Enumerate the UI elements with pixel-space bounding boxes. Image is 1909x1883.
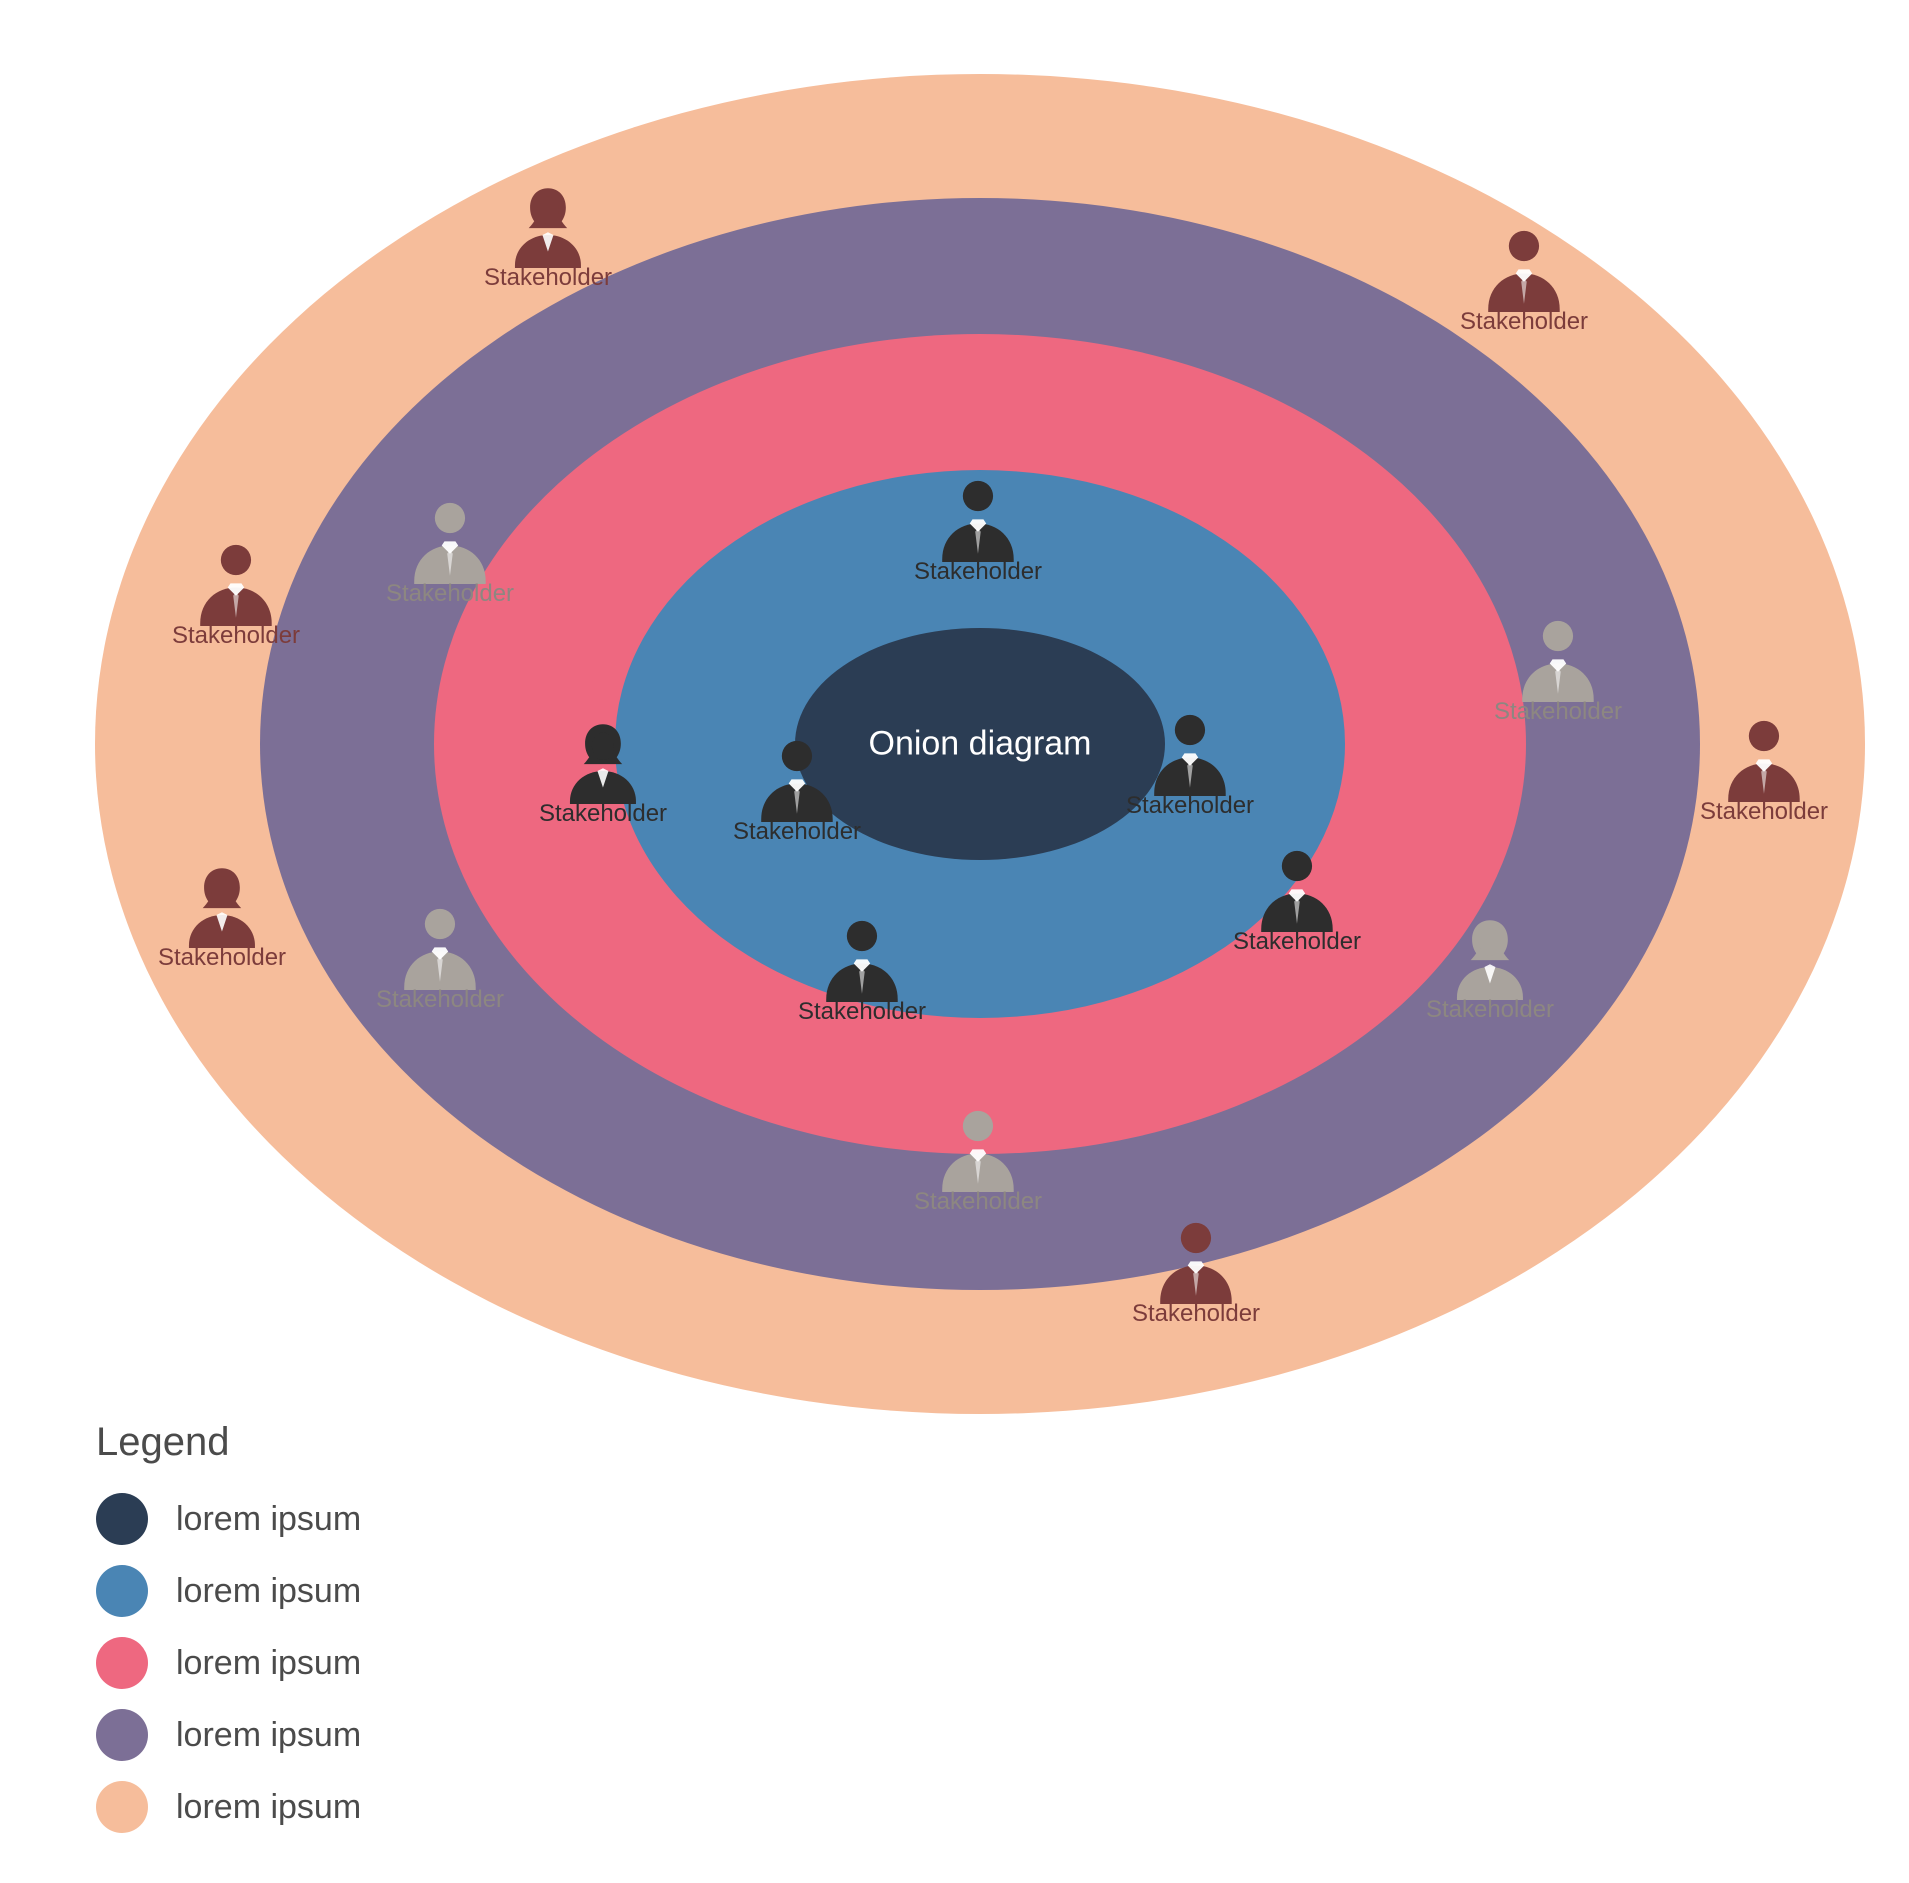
- stakeholder-node: Stakeholder: [484, 180, 612, 292]
- person-icon: [406, 496, 494, 584]
- person-icon: [1720, 714, 1808, 802]
- stakeholder-node: Stakeholder: [1132, 1216, 1260, 1328]
- person-icon: [1446, 912, 1534, 1000]
- person-icon: [1152, 1216, 1240, 1304]
- legend-item: lorem ipsum: [96, 1771, 361, 1843]
- stakeholder-node: Stakeholder: [733, 734, 861, 846]
- stakeholder-label: Stakeholder: [1494, 698, 1622, 726]
- stakeholder-node: Stakeholder: [1126, 708, 1254, 820]
- stakeholder-label: Stakeholder: [1126, 792, 1254, 820]
- stakeholder-node: Stakeholder: [798, 914, 926, 1026]
- legend-swatch: [96, 1709, 148, 1761]
- stakeholder-label: Stakeholder: [539, 800, 667, 828]
- person-icon: [178, 860, 266, 948]
- stakeholder-label: Stakeholder: [484, 264, 612, 292]
- legend-item-label: lorem ipsum: [176, 1500, 361, 1539]
- person-icon: [504, 180, 592, 268]
- legend-swatch: [96, 1781, 148, 1833]
- stakeholder-node: Stakeholder: [1494, 614, 1622, 726]
- legend-swatch: [96, 1565, 148, 1617]
- person-icon: [753, 734, 841, 822]
- legend-item-label: lorem ipsum: [176, 1716, 361, 1755]
- stakeholder-node: Stakeholder: [914, 474, 1042, 586]
- legend: Legend lorem ipsum lorem ipsum lorem ipsum l…: [96, 1420, 361, 1843]
- stakeholder-node: Stakeholder: [539, 716, 667, 828]
- stakeholder-node: Stakeholder: [376, 902, 504, 1014]
- stakeholder-label: Stakeholder: [1700, 798, 1828, 826]
- legend-swatch: [96, 1493, 148, 1545]
- legend-item-label: lorem ipsum: [176, 1788, 361, 1827]
- stakeholder-label: Stakeholder: [1426, 996, 1554, 1024]
- stakeholder-label: Stakeholder: [172, 622, 300, 650]
- person-icon: [1480, 224, 1568, 312]
- stakeholder-node: Stakeholder: [158, 860, 286, 972]
- person-icon: [1253, 844, 1341, 932]
- stakeholder-node: Stakeholder: [1426, 912, 1554, 1024]
- stakeholder-node: Stakeholder: [1700, 714, 1828, 826]
- stakeholder-label: Stakeholder: [158, 944, 286, 972]
- stakeholder-node: Stakeholder: [172, 538, 300, 650]
- legend-item: lorem ipsum: [96, 1627, 361, 1699]
- person-icon: [818, 914, 906, 1002]
- stakeholder-label: Stakeholder: [733, 818, 861, 846]
- person-icon: [559, 716, 647, 804]
- stakeholder-label: Stakeholder: [1460, 308, 1588, 336]
- legend-swatch: [96, 1637, 148, 1689]
- legend-item-label: lorem ipsum: [176, 1572, 361, 1611]
- stakeholder-label: Stakeholder: [914, 1188, 1042, 1216]
- person-icon: [396, 902, 484, 990]
- stakeholder-label: Stakeholder: [1233, 928, 1361, 956]
- person-icon: [934, 1104, 1022, 1192]
- legend-title: Legend: [96, 1420, 361, 1465]
- stakeholder-label: Stakeholder: [1132, 1300, 1260, 1328]
- stakeholder-label: Stakeholder: [914, 558, 1042, 586]
- stakeholder-label: Stakeholder: [386, 580, 514, 608]
- legend-item-label: lorem ipsum: [176, 1644, 361, 1683]
- stakeholder-node: Stakeholder: [1233, 844, 1361, 956]
- person-icon: [192, 538, 280, 626]
- stakeholder-node: Stakeholder: [914, 1104, 1042, 1216]
- stakeholder-label: Stakeholder: [798, 998, 926, 1026]
- person-icon: [1514, 614, 1602, 702]
- person-icon: [1146, 708, 1234, 796]
- stakeholder-label: Stakeholder: [376, 986, 504, 1014]
- legend-item: lorem ipsum: [96, 1699, 361, 1771]
- stakeholder-node: Stakeholder: [386, 496, 514, 608]
- onion-diagram-canvas: Onion diagram Stakeholder Stakeholder St…: [0, 0, 1909, 1883]
- legend-item: lorem ipsum: [96, 1483, 361, 1555]
- stakeholder-node: Stakeholder: [1460, 224, 1588, 336]
- person-icon: [934, 474, 1022, 562]
- legend-item: lorem ipsum: [96, 1555, 361, 1627]
